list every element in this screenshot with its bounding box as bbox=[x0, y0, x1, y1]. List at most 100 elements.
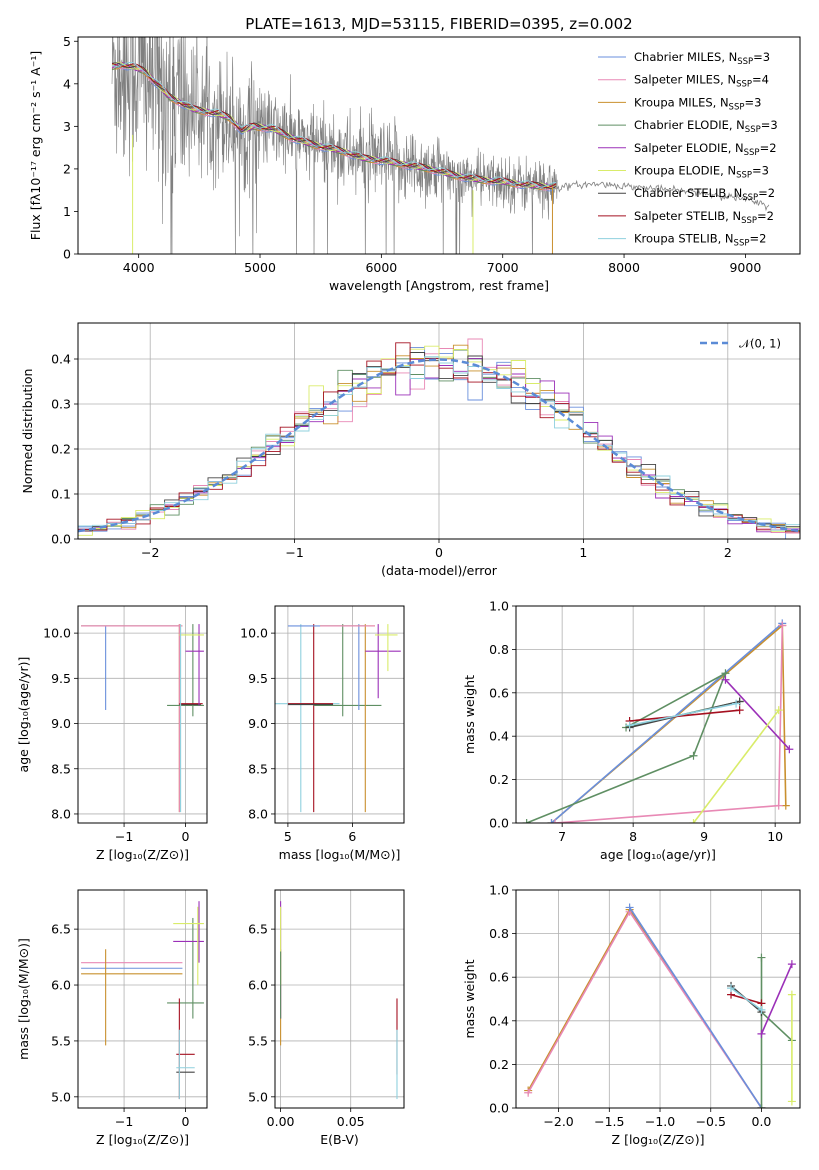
x-axis-label: Z [log₁₀(Z/Z⊙)] bbox=[612, 1132, 705, 1147]
weight-marker bbox=[757, 1029, 766, 1038]
plot-area bbox=[275, 606, 404, 823]
y-tick-label: 6.0 bbox=[248, 978, 268, 993]
y-tick-label: 6.0 bbox=[51, 978, 71, 993]
weight-marker bbox=[757, 1005, 766, 1014]
y-tick-label: 1 bbox=[63, 204, 71, 219]
chart-age-vs-mass: 5 6 8.0 8.5 9.0 9.5 10.0 mass [log₁₀(M/M⊙)] bbox=[240, 605, 405, 862]
y-tick-label: 0.4 bbox=[51, 352, 71, 367]
plot-area bbox=[78, 323, 800, 539]
x-tick-label: 8 bbox=[629, 829, 637, 844]
chart-mass-vs-Z: −1 0 5.0 5.5 6.0 6.5 Z [log₁₀(Z/Z⊙)] mass [log₁… bbox=[16, 889, 208, 1147]
weight-line bbox=[628, 906, 763, 1108]
x-tick-label: 0.05 bbox=[337, 1114, 365, 1129]
chart-title: PLATE=1613, MJD=53115, FIBERID=0395, z=0… bbox=[245, 15, 632, 33]
weight-line bbox=[629, 702, 737, 727]
x-tick-label: −1 bbox=[285, 545, 303, 560]
weight-marker bbox=[721, 675, 730, 684]
x-tick-label: 5 bbox=[284, 829, 292, 844]
x-tick-label: 1 bbox=[579, 545, 587, 560]
weight-marker bbox=[757, 1104, 766, 1108]
y-tick-label: 0.6 bbox=[489, 970, 509, 985]
weight-line bbox=[730, 987, 762, 1011]
plot-area bbox=[78, 890, 207, 1108]
y-tick-label: 1.0 bbox=[489, 883, 509, 898]
y-tick-label: 0.2 bbox=[489, 772, 509, 787]
x-tick-label: −2.0 bbox=[543, 1114, 573, 1129]
y-tick-label: 10.0 bbox=[240, 626, 268, 641]
y-tick-label: 0.4 bbox=[489, 1013, 509, 1028]
weight-line bbox=[629, 709, 740, 722]
histogram-kroupa-stelib bbox=[78, 356, 800, 539]
weight-line bbox=[550, 622, 783, 823]
y-tick-label: 1.0 bbox=[489, 599, 509, 614]
weight-marker bbox=[778, 621, 787, 630]
x-tick-label: 0.00 bbox=[267, 1114, 295, 1129]
chart-spectrum: 4000 5000 6000 7000 8000 9000 0 1 2 3 4 5 wavelength… bbox=[28, 15, 801, 293]
x-tick-label: −1 bbox=[115, 1114, 133, 1129]
model-line bbox=[111, 62, 557, 189]
y-tick-label: 0 bbox=[63, 247, 71, 262]
y-tick-label: 3 bbox=[63, 119, 71, 134]
x-tick-label: 9 bbox=[700, 829, 708, 844]
x-tick-label: 4000 bbox=[123, 260, 155, 275]
weight-marker bbox=[774, 706, 783, 715]
y-tick-label: 5 bbox=[63, 34, 71, 49]
y-tick-label: 0.2 bbox=[51, 442, 71, 457]
axes-frame bbox=[77, 889, 208, 1109]
x-tick-label: 7 bbox=[558, 829, 566, 844]
legend: Chabrier MILES, NSSP=3 Salpeter MILES, NS… bbox=[598, 50, 778, 249]
axes-frame bbox=[274, 889, 405, 1109]
weight-marker bbox=[625, 721, 634, 730]
axes-frame bbox=[274, 605, 405, 824]
x-axis-label: wavelength [Angstrom, rest frame] bbox=[329, 278, 549, 293]
weight-marker bbox=[551, 819, 560, 823]
y-tick-label: 0.1 bbox=[51, 487, 71, 502]
weight-marker bbox=[522, 819, 531, 823]
y-tick-label: 0.8 bbox=[489, 642, 509, 657]
x-axis-label: age [log₁₀(age/yr)] bbox=[600, 847, 716, 862]
x-tick-label: −1.5 bbox=[594, 1114, 624, 1129]
weight-marker bbox=[727, 984, 736, 993]
y-tick-label: 9.5 bbox=[51, 671, 71, 686]
weight-marker bbox=[625, 903, 634, 912]
weight-marker bbox=[785, 745, 794, 754]
axes-frame bbox=[515, 605, 801, 824]
x-tick-label: 0 bbox=[182, 829, 190, 844]
weight-line bbox=[724, 679, 790, 750]
y-tick-label: 0.3 bbox=[51, 397, 71, 412]
y-tick-label: 9.0 bbox=[51, 716, 71, 731]
y-tick-label: 5.5 bbox=[51, 1033, 71, 1048]
x-tick-label: 10 bbox=[767, 829, 783, 844]
x-tick-label: 0 bbox=[182, 1114, 190, 1129]
y-axis-label: mass weight bbox=[462, 675, 477, 754]
y-tick-label: 0.0 bbox=[489, 816, 509, 831]
x-tick-label: 5000 bbox=[244, 260, 276, 275]
legend-label: Kroupa STELIB, NSSP=2 bbox=[634, 232, 766, 249]
y-tick-label: 0.2 bbox=[489, 1057, 509, 1072]
x-tick-label: 0.0 bbox=[752, 1114, 772, 1129]
y-tick-label: 9.0 bbox=[248, 716, 268, 731]
weight-marker bbox=[524, 1088, 533, 1097]
spectrum-tail bbox=[556, 179, 770, 212]
plot-area bbox=[275, 890, 404, 1108]
weight-line bbox=[760, 963, 793, 1035]
model-line bbox=[111, 61, 557, 190]
x-axis-label: E(B-V) bbox=[320, 1132, 359, 1147]
y-tick-label: 0.8 bbox=[489, 926, 509, 941]
x-axis-label: mass [log₁₀(M/M⊙)] bbox=[279, 847, 401, 862]
x-tick-label: 8000 bbox=[608, 260, 640, 275]
y-tick-label: 0.0 bbox=[51, 532, 71, 547]
x-tick-label: 0 bbox=[435, 545, 443, 560]
legend-label: Chabrier STELIB, NSSP=2 bbox=[634, 186, 775, 203]
legend-label: Salpeter STELIB, NSSP=2 bbox=[634, 209, 774, 226]
x-tick-label: 2 bbox=[724, 545, 732, 560]
x-axis-label: (data-model)/error bbox=[381, 563, 498, 578]
y-axis-label: Normed distribution bbox=[20, 369, 35, 494]
y-axis-label: age [log₁₀(age/yr)] bbox=[16, 657, 31, 773]
x-tick-label: −1.0 bbox=[645, 1114, 675, 1129]
y-tick-label: 5.5 bbox=[248, 1033, 268, 1048]
weight-marker bbox=[787, 990, 796, 999]
weight-marker bbox=[689, 751, 698, 760]
weight-marker bbox=[781, 801, 790, 810]
